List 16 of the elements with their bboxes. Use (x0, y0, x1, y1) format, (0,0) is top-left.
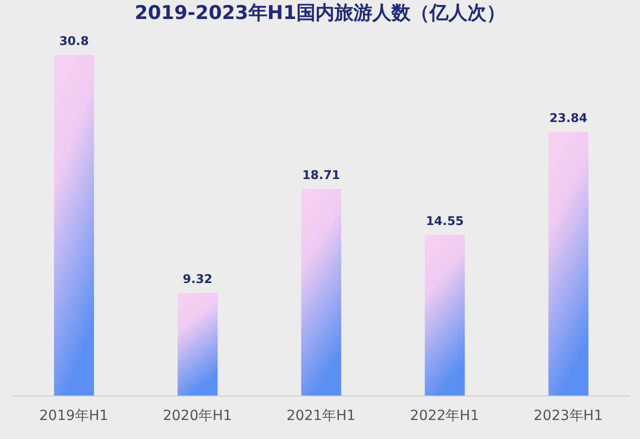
bar (178, 292, 218, 396)
x-tick-label: 2019年H1 (39, 408, 108, 424)
data-label: 14.55 (426, 214, 464, 228)
bar (424, 234, 465, 396)
x-tick-label: 2023年H1 (534, 408, 603, 424)
chart-title: 2019-2023年H1国内旅游人数（亿人次） (134, 1, 506, 26)
x-tick-label: 2022年H1 (410, 408, 480, 424)
data-label: 23.84 (549, 111, 588, 126)
bar (54, 55, 94, 396)
bar (548, 132, 588, 396)
data-label: 30.8 (59, 34, 89, 48)
x-tick-label: 2021年H1 (286, 408, 356, 424)
x-tick-label: 2020年H1 (162, 408, 232, 424)
data-label: 9.32 (182, 272, 212, 286)
bar (301, 188, 342, 396)
data-label: 18.71 (302, 168, 340, 182)
